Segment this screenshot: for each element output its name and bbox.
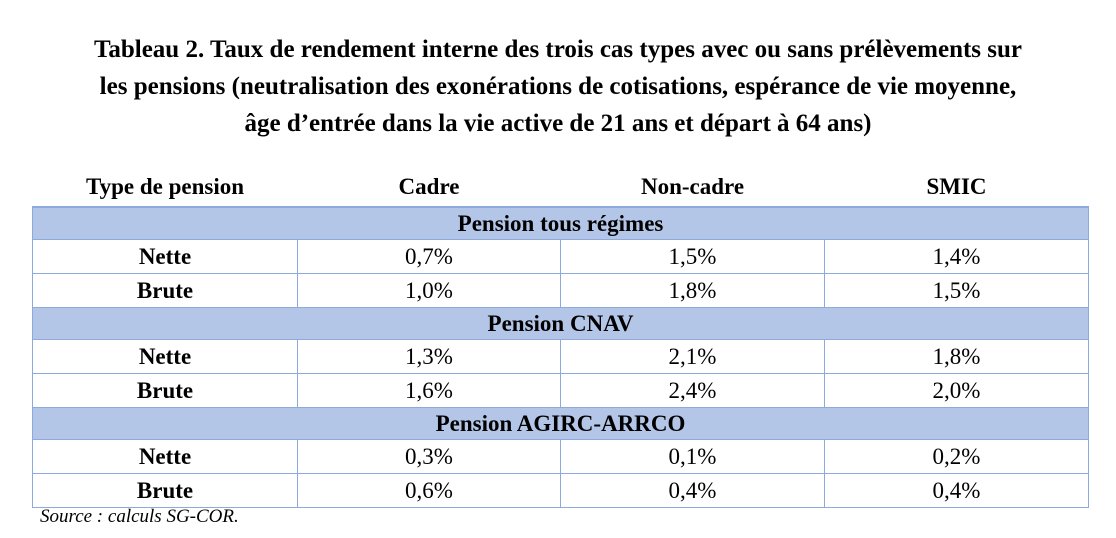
cell-value: 0,2% <box>824 439 1089 474</box>
data-table: Type de pension Cadre Non-cadre SMIC Pen… <box>32 168 1089 508</box>
header-row: Type de pension Cadre Non-cadre SMIC <box>32 168 1089 208</box>
section-row-agirc-arrco: Pension AGIRC-ARRCO <box>32 407 1089 440</box>
title-line-1: Tableau 2. Taux de rendement interne des… <box>93 36 1023 63</box>
table-row: Nette 0,3% 0,1% 0,2% <box>32 439 1089 474</box>
cell-value: 1,6% <box>297 373 561 408</box>
header-type: Type de pension <box>32 168 298 208</box>
table-row: Nette 1,3% 2,1% 1,8% <box>32 339 1089 374</box>
row-label: Brute <box>32 373 298 408</box>
table-title: Tableau 2. Taux de rendement interne des… <box>20 31 1096 142</box>
row-label: Brute <box>32 273 298 308</box>
cell-value: 1,3% <box>297 339 561 374</box>
row-label: Nette <box>32 439 298 474</box>
title-line-3: âge d’entrée dans la vie active de 21 an… <box>244 110 872 137</box>
cell-value: 2,1% <box>560 339 825 374</box>
cell-value: 1,8% <box>560 273 825 308</box>
cell-value: 1,8% <box>824 339 1089 374</box>
title-line-2: les pensions (neutralisation des exonéra… <box>99 73 1017 100</box>
cell-value: 0,7% <box>297 239 561 274</box>
section-label: Pension AGIRC-ARRCO <box>32 407 1089 440</box>
data-table-container: Type de pension Cadre Non-cadre SMIC Pen… <box>32 168 1089 508</box>
header-cadre: Cadre <box>297 168 561 208</box>
section-label: Pension tous régimes <box>32 207 1089 240</box>
table-row: Brute 1,0% 1,8% 1,5% <box>32 273 1089 308</box>
cell-value: 0,4% <box>560 473 825 508</box>
row-label: Brute <box>32 473 298 508</box>
header-non-cadre: Non-cadre <box>560 168 825 208</box>
header-smic: SMIC <box>824 168 1089 208</box>
source-note: Source : calculs SG-COR. <box>40 506 239 527</box>
section-row-tous-regimes: Pension tous régimes <box>32 207 1089 240</box>
cell-value: 1,5% <box>560 239 825 274</box>
row-label: Nette <box>32 239 298 274</box>
table-row: Brute 0,6% 0,4% 0,4% <box>32 473 1089 508</box>
cell-value: 2,0% <box>824 373 1089 408</box>
section-label: Pension CNAV <box>32 307 1089 340</box>
cell-value: 1,5% <box>824 273 1089 308</box>
cell-value: 0,3% <box>297 439 561 474</box>
section-row-cnav: Pension CNAV <box>32 307 1089 340</box>
cell-value: 0,4% <box>824 473 1089 508</box>
cell-value: 1,4% <box>824 239 1089 274</box>
cell-value: 0,6% <box>297 473 561 508</box>
row-label: Nette <box>32 339 298 374</box>
table-row: Brute 1,6% 2,4% 2,0% <box>32 373 1089 408</box>
table-row: Nette 0,7% 1,5% 1,4% <box>32 239 1089 274</box>
cell-value: 0,1% <box>560 439 825 474</box>
cell-value: 2,4% <box>560 373 825 408</box>
cell-value: 1,0% <box>297 273 561 308</box>
